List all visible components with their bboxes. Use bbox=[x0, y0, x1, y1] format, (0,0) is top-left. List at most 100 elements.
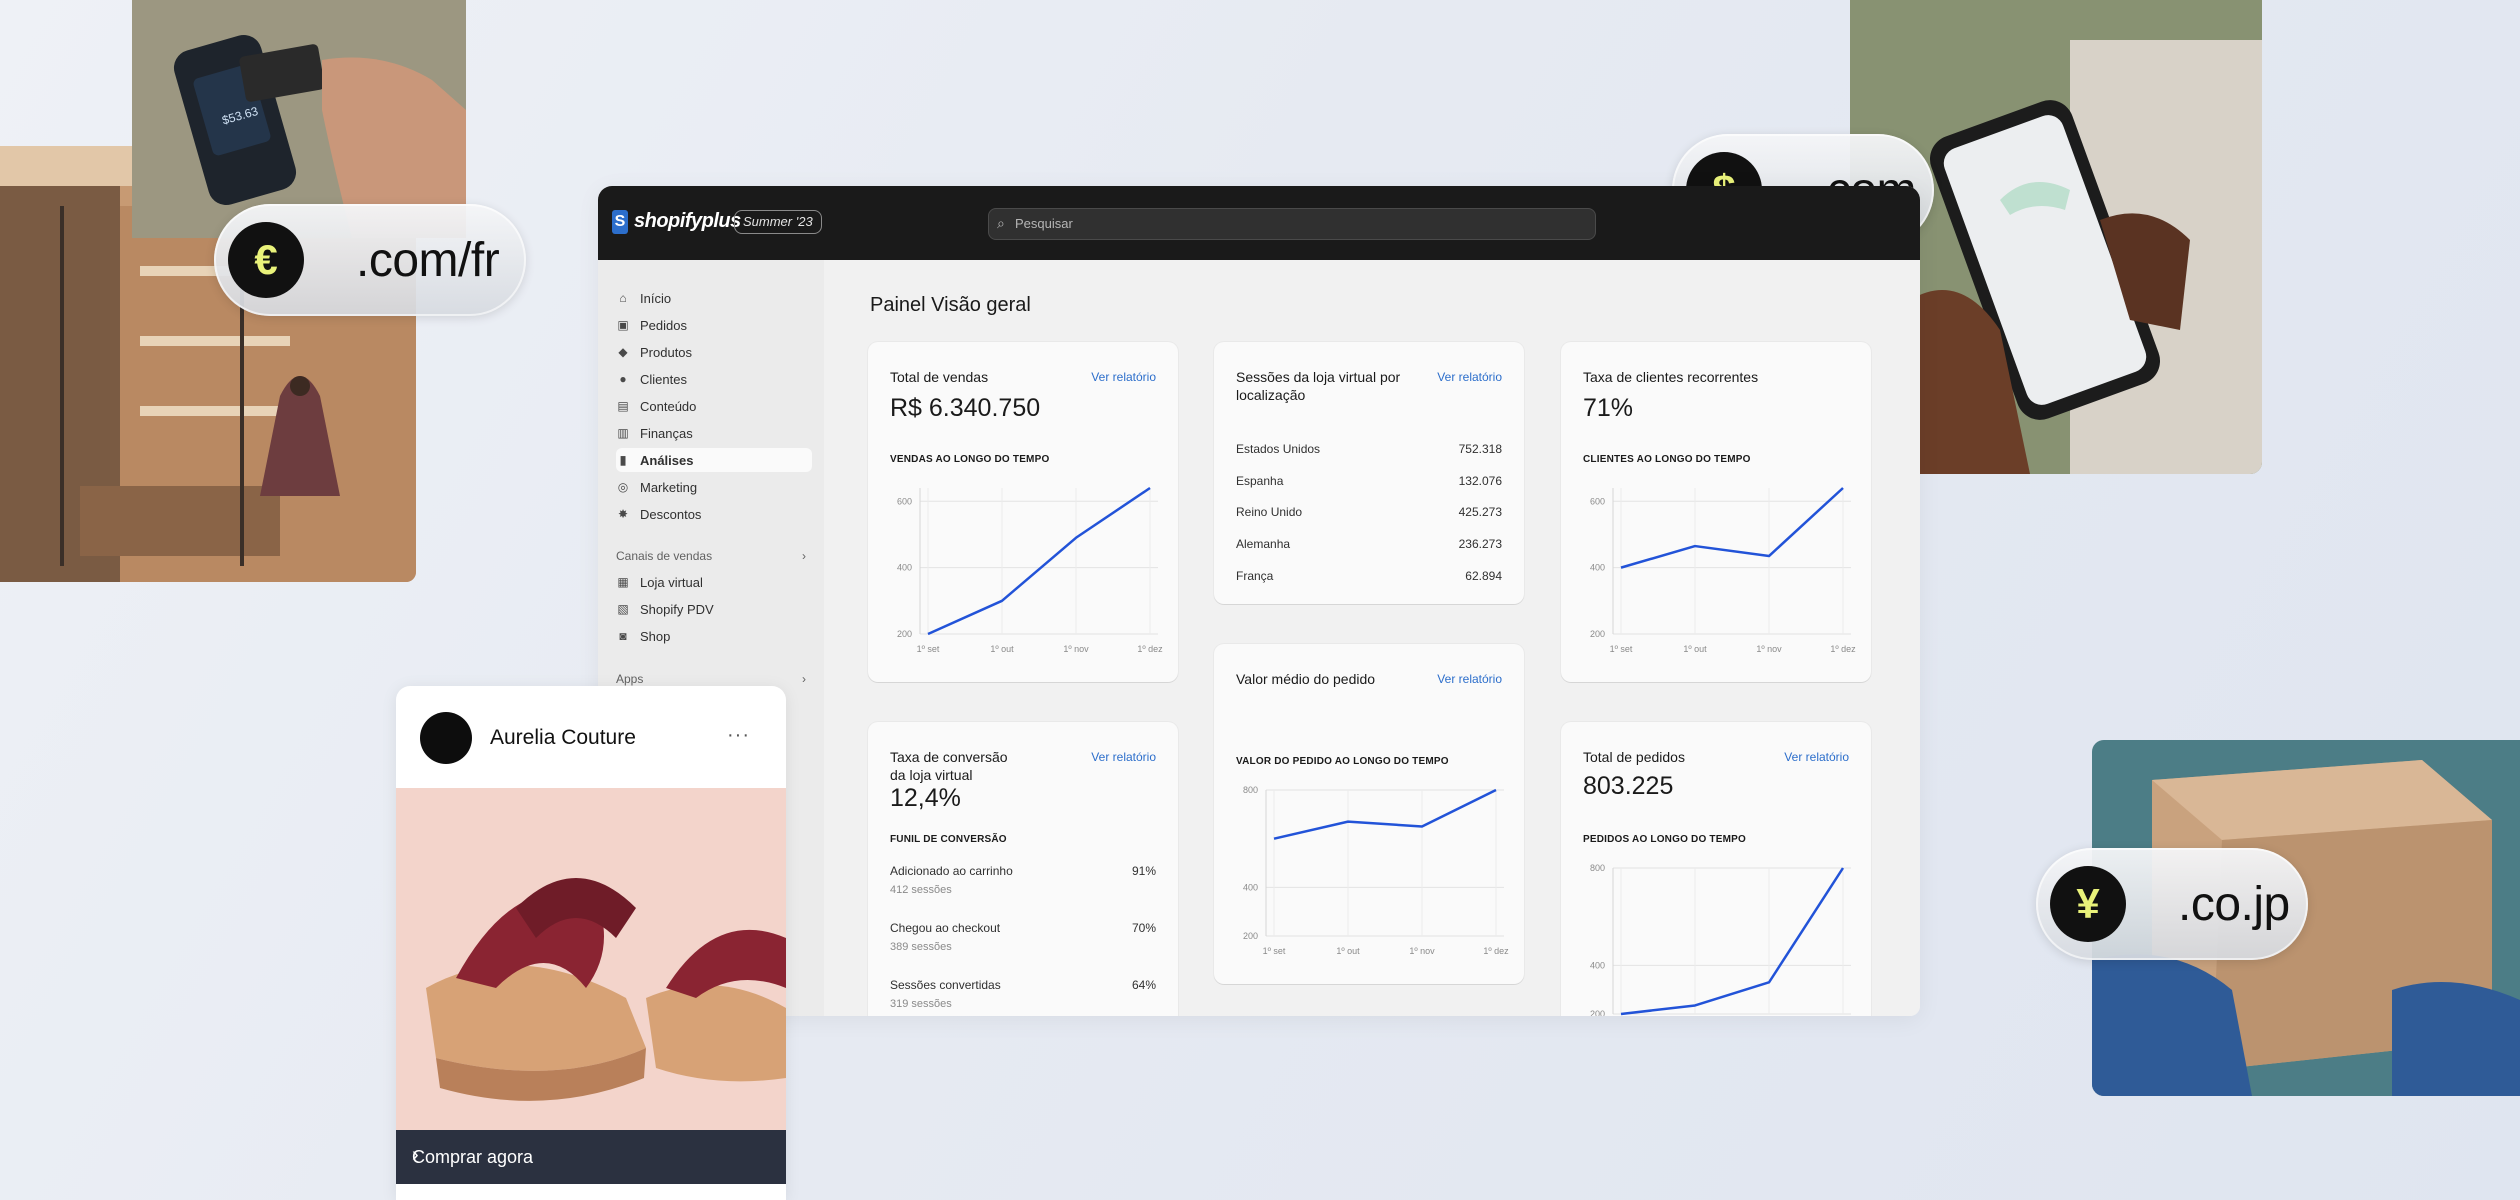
shopify-bag-icon: S bbox=[612, 210, 628, 234]
pos-icon: ▧ bbox=[617, 602, 629, 616]
sidebar-item-analises[interactable]: ▮ Análises bbox=[616, 448, 812, 472]
card-conversion-rate: Taxa de conversão da loja virtual Ver re… bbox=[868, 722, 1178, 1016]
buy-now-button[interactable]: Comprar agora › bbox=[396, 1130, 786, 1184]
view-report-link[interactable]: Ver relatório bbox=[1784, 750, 1849, 764]
table-row: Espanha 132.076 bbox=[1236, 474, 1502, 488]
y-tick-label: 200 bbox=[897, 629, 912, 639]
avatar[interactable] bbox=[420, 712, 472, 764]
view-report-link[interactable]: Ver relatório bbox=[1437, 672, 1502, 686]
value-cell: 62.894 bbox=[1465, 569, 1502, 583]
y-tick-label: 600 bbox=[1590, 496, 1605, 506]
table-row: Estados Unidos 752.318 bbox=[1236, 442, 1502, 456]
more-options-icon[interactable]: ··· bbox=[727, 724, 750, 746]
value-cell: 752.318 bbox=[1458, 442, 1502, 456]
step-percent: 64% bbox=[1131, 978, 1156, 992]
view-report-link[interactable]: Ver relatório bbox=[1091, 370, 1156, 384]
country-cell: Alemanha bbox=[1236, 537, 1291, 551]
value-cell: 132.076 bbox=[1458, 474, 1502, 488]
nav-label: Finanças bbox=[640, 425, 693, 441]
x-tick-label: 1º dez bbox=[1137, 644, 1163, 654]
sidebar-item-financas[interactable]: ▥ Finanças bbox=[616, 421, 812, 445]
sidebar-item-pedidos[interactable]: ▣ Pedidos bbox=[616, 313, 812, 337]
card-terminal-image: $53.63 bbox=[132, 0, 466, 238]
card-title: Total de vendas bbox=[890, 369, 989, 385]
buy-now-label: Comprar agora bbox=[412, 1147, 534, 1167]
sidebar-item-clientes[interactable]: ● Clientes bbox=[616, 367, 812, 391]
card-total-sales: Total de vendas Ver relatório R$ 6.340.7… bbox=[868, 342, 1178, 682]
nav-label: Conteúdo bbox=[640, 398, 697, 414]
sales-channels-header[interactable]: Canais de vendas › bbox=[616, 549, 806, 563]
chart-subtitle: VALOR DO PEDIDO AO LONGO DO TEMPO bbox=[1236, 756, 1449, 767]
sidebar-item-produtos[interactable]: ◆ Produtos bbox=[616, 340, 812, 364]
x-tick-label: 1º dez bbox=[1830, 644, 1856, 654]
sales-line-chart: 200 400 600 1º set 1º out 1º nov 1º dez bbox=[897, 486, 1163, 654]
shopify-plus-logo[interactable]: shopifyplus bbox=[634, 210, 741, 232]
brand-name[interactable]: Aurelia Couture bbox=[490, 726, 636, 749]
search-input[interactable]: ⌕ Pesquisar bbox=[988, 208, 1596, 240]
nav-label: Loja virtual bbox=[640, 574, 703, 590]
section-label: Canais de vendas bbox=[616, 549, 713, 563]
apps-header[interactable]: Apps › bbox=[616, 672, 806, 686]
sidebar-item-marketing[interactable]: ◎ Marketing bbox=[616, 475, 812, 499]
series-line bbox=[1620, 867, 1845, 1016]
step-sessions: 319 sessões bbox=[890, 998, 952, 1010]
section-label: Apps bbox=[616, 672, 644, 686]
card-title: Sessões da loja virtual por localização bbox=[1236, 369, 1401, 403]
nav-label: Marketing bbox=[640, 479, 698, 495]
bar-chart-icon: ▮ bbox=[619, 453, 627, 467]
step-percent: 91% bbox=[1131, 864, 1156, 878]
card-total-orders: Total de pedidos Ver relatório 803.225 P… bbox=[1561, 722, 1871, 1016]
orders-icon: ▣ bbox=[617, 318, 629, 332]
main-content: Painel Visão geral Total de vendas Ver r… bbox=[824, 260, 1920, 1016]
sidebar-item-shopify-pdv[interactable]: ▧ Shopify PDV bbox=[616, 597, 812, 621]
x-tick-label: 1º out bbox=[1336, 946, 1360, 956]
funnel-step: Chegou ao checkout 70% 389 sessões bbox=[890, 921, 1156, 953]
store-icon: ▦ bbox=[617, 575, 629, 589]
nav-label: Shopify PDV bbox=[640, 601, 714, 617]
y-tick-label: 400 bbox=[1243, 882, 1258, 892]
nav-label: Pedidos bbox=[640, 317, 687, 333]
x-tick-label: 1º set bbox=[917, 644, 940, 654]
y-tick-label: 600 bbox=[897, 496, 912, 506]
chart-subtitle: CLIENTES AO LONGO DO TEMPO bbox=[1583, 454, 1751, 465]
card-value: R$ 6.340.750 bbox=[890, 394, 1041, 422]
sidebar-item-descontos[interactable]: ✸ Descontos bbox=[616, 502, 812, 526]
nav-label: Análises bbox=[640, 452, 694, 468]
view-report-link[interactable]: Ver relatório bbox=[1091, 750, 1156, 764]
value-cell: 236.273 bbox=[1458, 537, 1502, 551]
domain-label: .com/fr bbox=[356, 233, 500, 287]
y-tick-label: 400 bbox=[897, 563, 912, 573]
value-cell: 425.273 bbox=[1458, 505, 1502, 519]
x-tick-label: 1º set bbox=[1610, 644, 1633, 654]
sidebar-item-loja-virtual[interactable]: ▦ Loja virtual bbox=[616, 570, 812, 594]
x-tick-label: 1º nov bbox=[1409, 946, 1435, 956]
chart-subtitle: PEDIDOS AO LONGO DO TEMPO bbox=[1583, 834, 1746, 845]
euro-icon: € bbox=[228, 222, 304, 298]
currency-pill-eur: € .com/fr bbox=[214, 204, 526, 316]
nav-label: Produtos bbox=[640, 344, 693, 360]
card-title: Taxa de conversão da loja virtual bbox=[890, 749, 1008, 783]
card-sessions-location: Sessões da loja virtual por localização … bbox=[1214, 342, 1524, 604]
discount-icon: ✸ bbox=[617, 507, 629, 521]
series-line bbox=[927, 486, 1151, 636]
view-report-link[interactable]: Ver relatório bbox=[1437, 370, 1502, 384]
currency-pill-jpy: ¥ .co.jp bbox=[2036, 848, 2308, 960]
step-percent: 70% bbox=[1131, 921, 1156, 935]
y-tick-label: 400 bbox=[1590, 960, 1605, 970]
funnel-subtitle: FUNIL DE CONVERSÃO bbox=[890, 834, 1007, 845]
card-average-order-value: Valor médio do pedido Ver relatório VALO… bbox=[1214, 644, 1524, 984]
x-tick-label: 1º dez bbox=[1483, 946, 1509, 956]
sidebar-item-shop[interactable]: ◙ Shop bbox=[616, 624, 812, 648]
bank-icon: ▥ bbox=[617, 426, 629, 440]
product-image[interactable] bbox=[396, 788, 786, 1132]
country-cell: Estados Unidos bbox=[1236, 442, 1321, 456]
shopify-admin-window: S shopifyplus Summer '23 ⌕ Pesquisar ⌂ In… bbox=[598, 186, 1920, 1016]
y-tick-label: 400 bbox=[1590, 563, 1605, 573]
x-tick-label: 1º nov bbox=[1756, 644, 1782, 654]
sidebar-item-inicio[interactable]: ⌂ Início bbox=[616, 286, 812, 310]
search-icon: ⌕ bbox=[997, 215, 1005, 231]
nav-label: Descontos bbox=[640, 506, 702, 522]
sidebar-item-conteudo[interactable]: ▤ Conteúdo bbox=[616, 394, 812, 418]
aov-line-chart: 200 400 800 1º set 1º out 1º nov 1º dez bbox=[1243, 785, 1509, 956]
